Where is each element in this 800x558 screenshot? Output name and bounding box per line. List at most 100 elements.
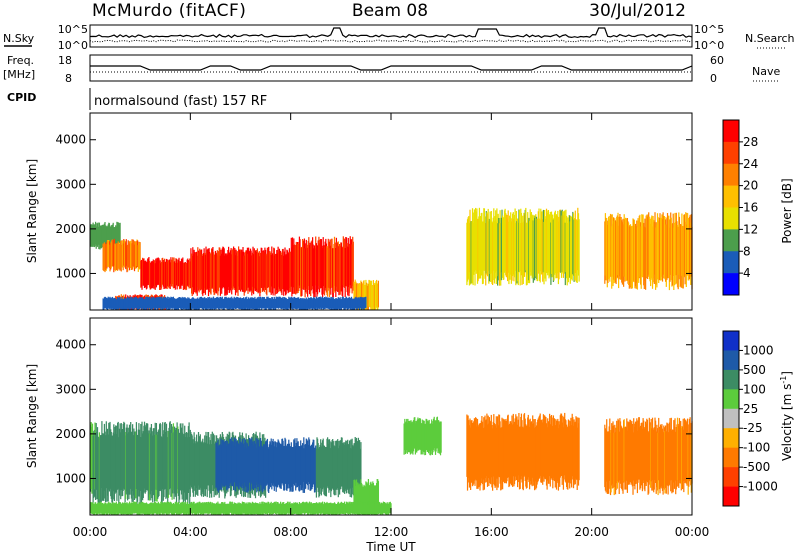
colorbar-tick-label: 100 <box>743 382 766 396</box>
heatmap-cell <box>563 211 565 274</box>
heatmap-cell <box>211 248 213 289</box>
heatmap-cell <box>243 298 245 310</box>
heatmap-cell <box>130 422 132 489</box>
heatmap-cell <box>157 257 159 285</box>
heatmap-cell <box>276 250 278 291</box>
velocity-colorbar: 1000 500 100 25 -25 -100 -500 -1000 <box>722 330 778 507</box>
nsky-tick-high: 10^5 <box>58 23 88 36</box>
heatmap-cell <box>195 503 197 515</box>
heatmap-cell <box>250 297 252 309</box>
velocity-colorbar-title-end: ] <box>780 371 794 376</box>
heatmap-cell <box>264 247 266 288</box>
heatmap-cell <box>352 241 354 291</box>
heatmap-cell <box>102 433 104 501</box>
heatmap-cell <box>276 504 278 515</box>
heatmap-cell <box>118 224 121 248</box>
heatmap-cell <box>241 249 243 290</box>
heatmap-cell <box>343 299 345 310</box>
heatmap-cell <box>380 504 382 515</box>
heatmap-cell <box>681 213 683 276</box>
heatmap-cell <box>544 416 546 479</box>
heatmap-cell <box>667 215 669 279</box>
heatmap-cell <box>433 416 435 448</box>
heatmap-cell <box>310 297 312 309</box>
heatmap-cell <box>507 414 509 478</box>
heatmap-cell <box>102 298 104 310</box>
heatmap-cell <box>567 219 570 283</box>
heatmap-cell <box>623 214 625 277</box>
heatmap-cell <box>361 283 363 310</box>
heatmap-cell <box>347 503 349 515</box>
heatmap-cell <box>301 504 303 515</box>
heatmap-cell <box>278 440 280 486</box>
heatmap-cell <box>157 501 159 513</box>
heatmap-cell <box>160 424 162 492</box>
heatmap-cell <box>254 502 257 514</box>
heatmap-cell <box>222 440 225 485</box>
heatmap-cell <box>678 216 681 280</box>
heatmap-cell <box>113 227 116 250</box>
colorbar-tick-label: 25 <box>743 402 758 416</box>
heatmap-cell <box>254 298 257 310</box>
heatmap-cell <box>90 224 92 247</box>
heatmap-cell <box>498 218 500 281</box>
heatmap-cell <box>368 501 370 513</box>
heatmap-cell <box>227 503 229 515</box>
heatmap-cell <box>577 207 579 271</box>
heatmap-cell <box>142 501 144 513</box>
heatmap-cell <box>359 501 361 513</box>
heatmap-cell <box>533 419 535 482</box>
heatmap-cell <box>382 501 385 513</box>
heatmap-cell <box>273 446 275 491</box>
heatmap-cell <box>111 239 114 267</box>
nsearch-trace <box>89 39 693 43</box>
heatmap-cell <box>345 440 347 490</box>
heatmap-cell <box>239 437 241 483</box>
heatmap-cell <box>234 437 236 483</box>
nave-tick-high: 60 <box>710 54 724 67</box>
heatmap-cell <box>634 421 637 485</box>
heatmap-cell <box>572 417 574 480</box>
heatmap-cell <box>473 212 475 275</box>
heatmap-cell <box>352 446 354 496</box>
heatmap-cell <box>162 296 164 308</box>
heatmap-cell <box>216 442 218 488</box>
heatmap-cell <box>370 484 373 515</box>
heatmap-cell <box>106 227 109 250</box>
heatmap-cell <box>333 446 336 496</box>
heatmap-cell <box>106 298 109 310</box>
y-tick-label: 4000 <box>55 133 86 147</box>
heatmap-cell <box>403 423 405 455</box>
heatmap-cell <box>639 214 641 278</box>
heatmap-cell <box>241 299 243 310</box>
heatmap-cell <box>628 222 630 285</box>
heatmap-cell <box>239 249 241 290</box>
heatmap-cell <box>97 436 99 504</box>
heatmap-cell <box>116 434 118 501</box>
heatmap-cell <box>336 504 338 515</box>
heatmap-cell <box>123 299 125 310</box>
heatmap-cell <box>644 428 646 492</box>
heatmap-cell <box>345 503 347 515</box>
heatmap-cell <box>220 249 222 290</box>
heatmap-cell <box>283 298 285 310</box>
heatmap-cell <box>347 238 349 287</box>
heatmap-cell <box>211 297 213 309</box>
heatmap-cell <box>109 296 111 308</box>
heatmap-cell <box>317 297 319 309</box>
heatmap-cell <box>137 504 139 515</box>
heatmap-cell <box>578 417 580 481</box>
station-title: McMurdo (fitACF) <box>92 1 246 21</box>
heatmap-cell <box>338 297 340 309</box>
heatmap-cell <box>143 299 146 310</box>
heatmap-cell <box>690 430 692 493</box>
heatmap-cell <box>481 221 484 285</box>
heatmap-cell <box>331 440 333 490</box>
heatmap-cell <box>674 212 676 276</box>
heatmap-cell <box>243 255 245 296</box>
heatmap-cell <box>336 440 338 490</box>
heatmap-cell <box>604 428 607 491</box>
freq-label-line1: Freq. <box>7 54 34 67</box>
heatmap-cell <box>229 297 232 309</box>
